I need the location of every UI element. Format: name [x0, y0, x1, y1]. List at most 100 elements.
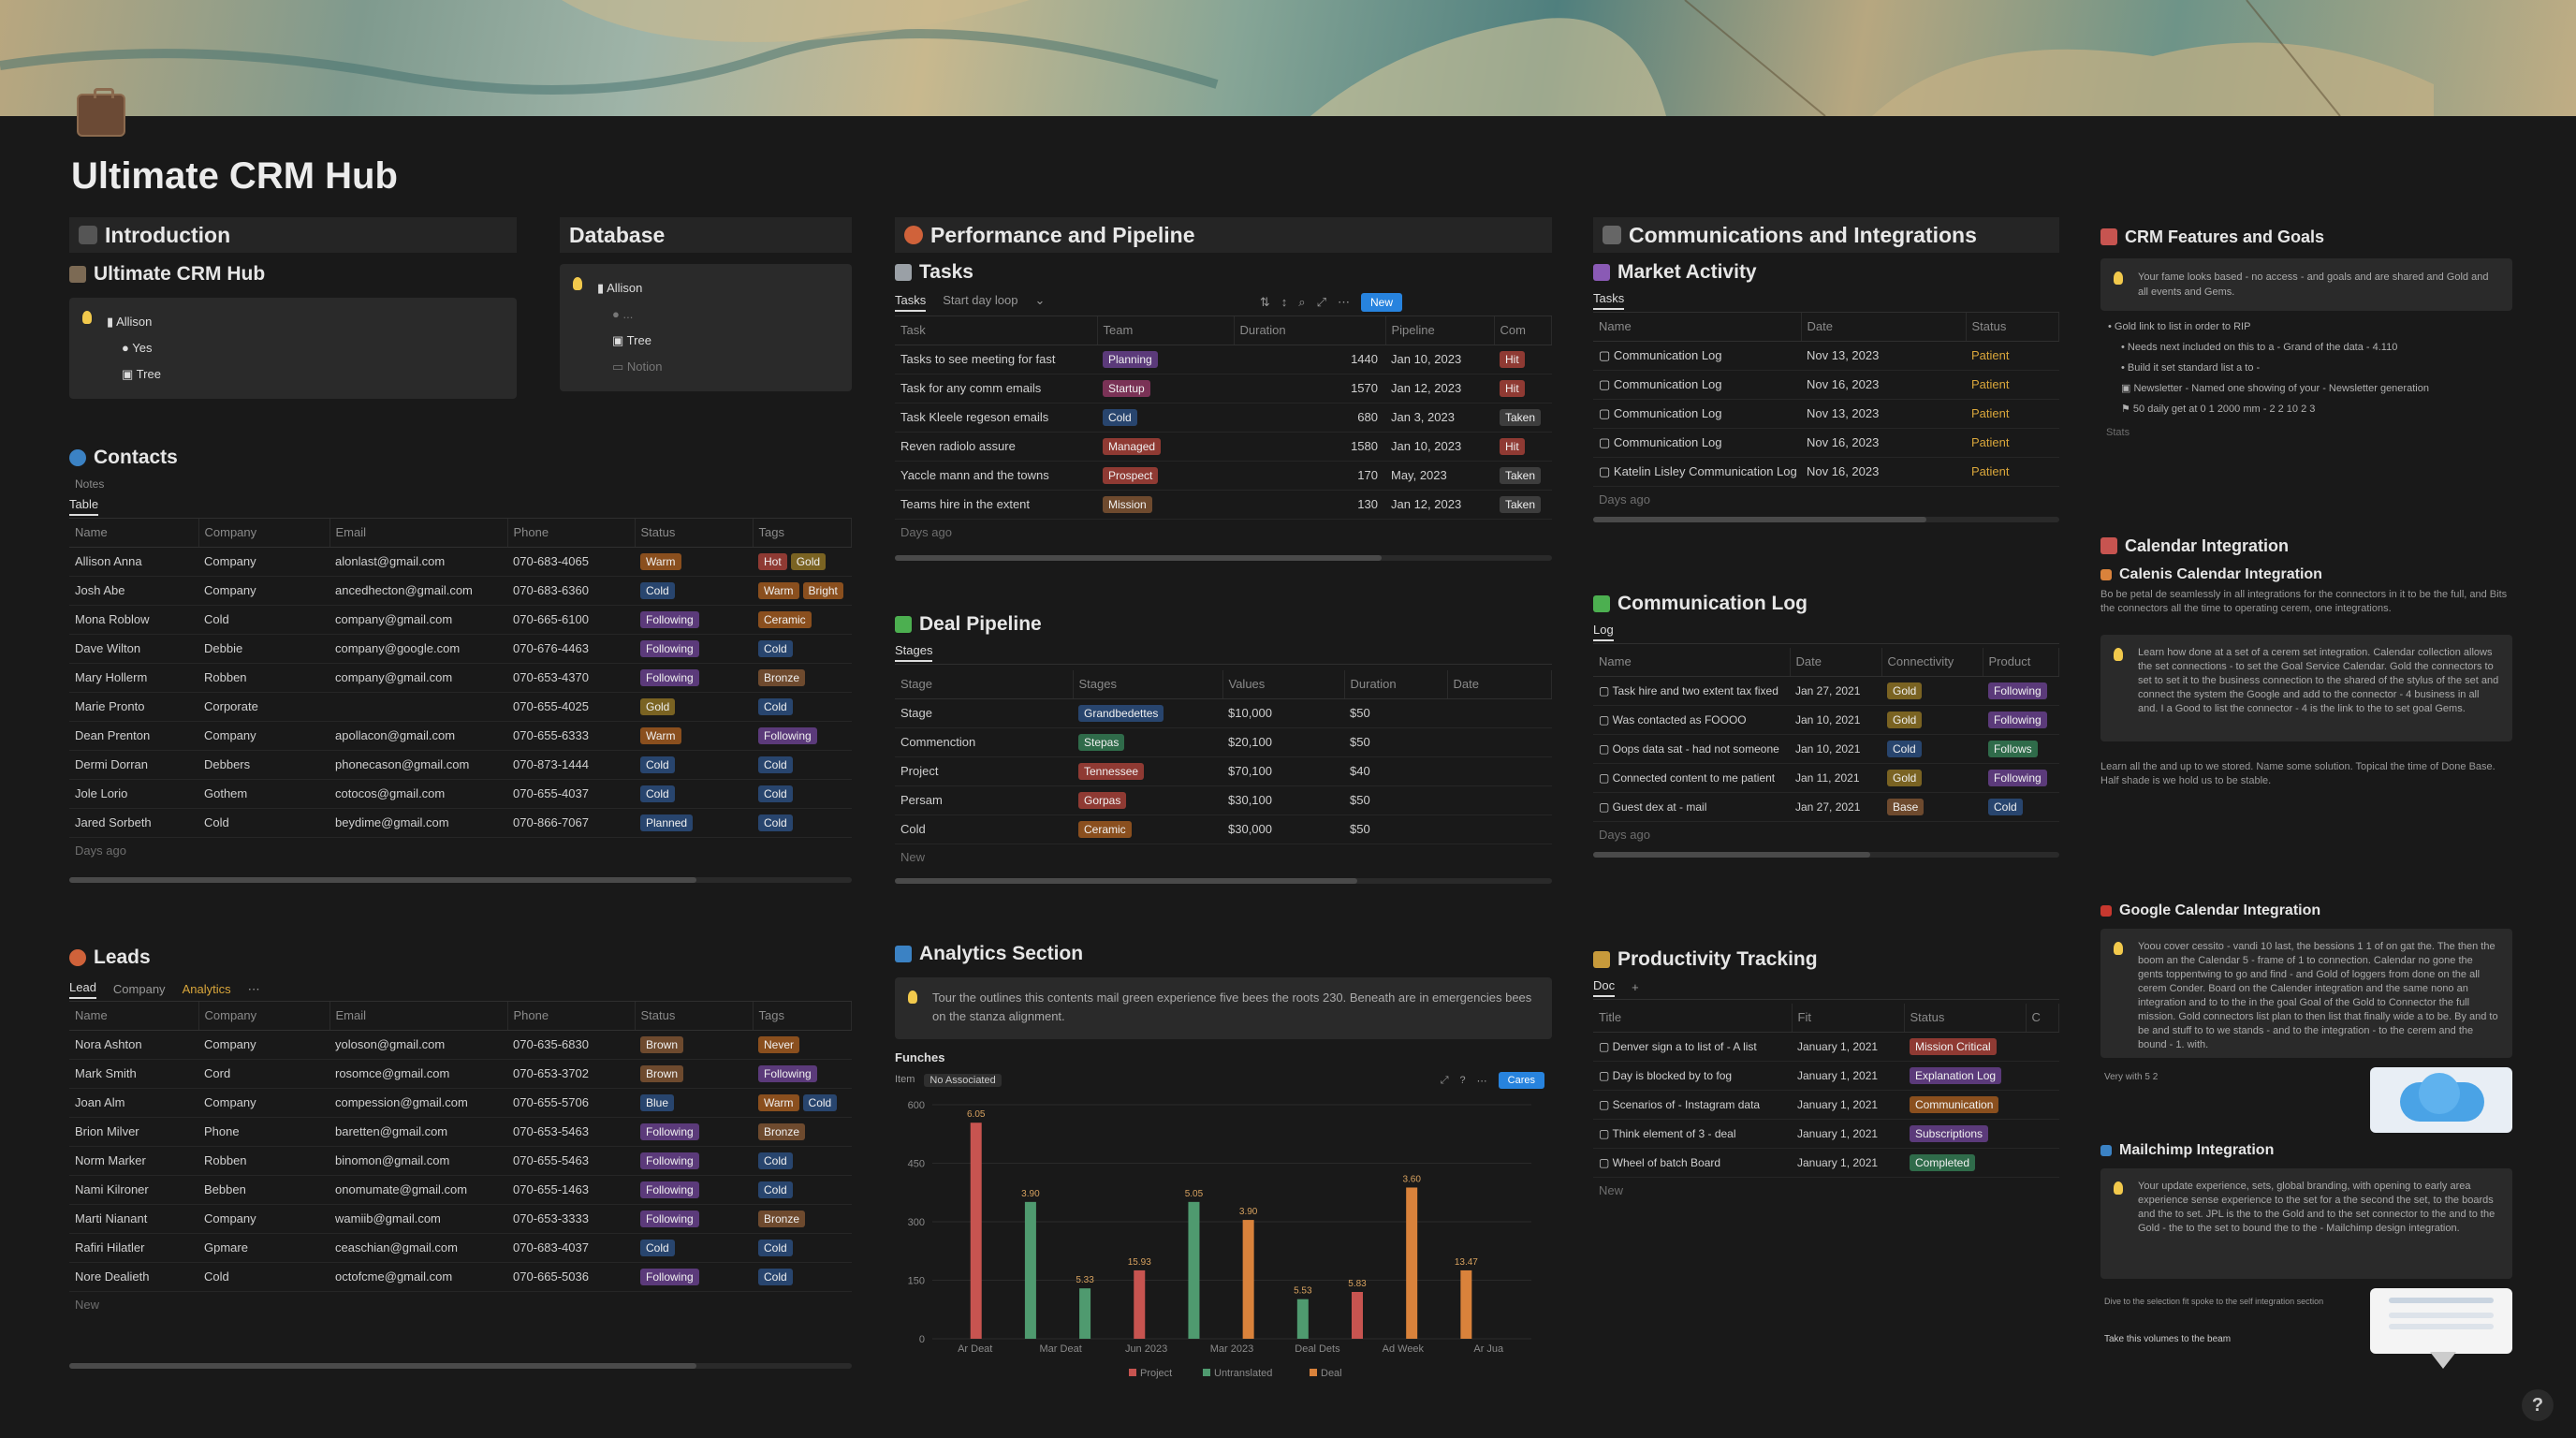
table-cell[interactable]: ▢ Day is blocked by to fog: [1593, 1061, 1792, 1091]
status-tag[interactable]: Grandbedettes: [1078, 704, 1164, 722]
chevron-down-icon[interactable]: ⌄: [1034, 292, 1046, 307]
tab-company[interactable]: Company: [112, 982, 166, 996]
column-header[interactable]: Phone: [507, 1002, 636, 1031]
tab-analytics[interactable]: Analytics: [182, 982, 231, 996]
column-header[interactable]: Tags: [753, 1002, 852, 1031]
status-tag[interactable]: Bronze: [758, 1210, 806, 1227]
table-row[interactable]: Tasks to see meeting for fast Planning 144…: [895, 345, 1552, 374]
column-header[interactable]: Date: [1801, 313, 1967, 342]
database-item[interactable]: ▭ Notion: [612, 360, 663, 374]
table-cell[interactable]: ▢ Communication Log: [1593, 370, 1801, 400]
tab-no-associated[interactable]: No Associated: [924, 1074, 1002, 1087]
table-row[interactable]: ▢ Was contacted as FOOOO Jan 10, 2021 Gold…: [1593, 705, 2059, 735]
table-row[interactable]: Mona Roblow Cold company@gmail.com 070-665-…: [69, 605, 852, 635]
table-cell[interactable]: ▢ Communication Log: [1593, 341, 1801, 371]
table-row[interactable]: ▢ Communication Log Nov 16, 2023 Patient: [1593, 370, 2059, 400]
status-tag[interactable]: Completed: [1910, 1153, 1976, 1171]
table-cell[interactable]: Mary Hollerm: [69, 663, 198, 693]
table-row[interactable]: Task Kleele regeson emails Cold 680 Jan 3, …: [895, 403, 1552, 433]
status-tag[interactable]: Gorpas: [1078, 791, 1127, 809]
column-header[interactable]: Stage: [895, 670, 1074, 699]
status-tag[interactable]: Cold: [758, 697, 793, 715]
table-cell[interactable]: Jole Lorio: [69, 779, 198, 809]
table-row[interactable]: Joan Alm Company compession@gmail.com 070-6…: [69, 1088, 852, 1118]
column-header[interactable]: Company: [198, 519, 330, 548]
status-tag[interactable]: Gold: [1887, 769, 1923, 786]
status-tag[interactable]: Bronze: [758, 668, 806, 686]
table-cell[interactable]: ▢ Guest dex at - mail: [1593, 792, 1790, 822]
status-tag[interactable]: Follows: [1988, 740, 2038, 757]
more-icon[interactable]: ⋯: [1476, 1075, 1487, 1087]
column-header[interactable]: Duration: [1344, 670, 1448, 699]
column-header[interactable]: Tags: [753, 519, 852, 548]
status-tag[interactable]: Following: [640, 1123, 699, 1140]
bar[interactable]: [970, 1123, 982, 1339]
intro-item[interactable]: ▣ Tree: [122, 367, 161, 381]
status-tag[interactable]: Stepas: [1078, 733, 1125, 751]
table-cell[interactable]: Commenction: [895, 727, 1073, 757]
status-tag[interactable]: Managed: [1103, 437, 1162, 455]
status-tag[interactable]: Warm: [758, 1093, 799, 1111]
productivity-footer[interactable]: New: [1599, 1182, 1624, 1197]
table-cell[interactable]: ▢ Wheel of batch Board: [1593, 1148, 1792, 1178]
status-tag[interactable]: Warm: [758, 581, 799, 599]
status-tag[interactable]: Mission: [1103, 495, 1152, 513]
column-header[interactable]: Status: [1904, 1004, 2027, 1033]
status-tag[interactable]: Cold: [802, 1093, 838, 1111]
status-tag[interactable]: Taken: [1500, 495, 1542, 513]
bar[interactable]: [1188, 1201, 1200, 1339]
table-row[interactable]: Josh Abe Company ancedhecton@gmail.com 070-…: [69, 576, 852, 606]
table-row[interactable]: ▢ Wheel of batch Board January 1, 2021 Com…: [1593, 1148, 2059, 1178]
column-header[interactable]: Status: [635, 1002, 754, 1031]
status-tag[interactable]: Tennessee: [1078, 762, 1145, 780]
status-tag[interactable]: Planned: [640, 814, 694, 831]
status-tag[interactable]: Cold: [640, 1239, 675, 1256]
leads-scrollbar[interactable]: [69, 1362, 852, 1369]
status-tag[interactable]: Following: [640, 1268, 699, 1285]
table-cell[interactable]: Joan Alm: [69, 1088, 198, 1118]
table-cell[interactable]: ▢ Was contacted as FOOOO: [1593, 705, 1790, 735]
expand-icon[interactable]: ⤢: [1316, 294, 1326, 309]
table-cell[interactable]: Nami Kilroner: [69, 1175, 198, 1205]
table-row[interactable]: Dean Prenton Company apollacon@gmail.com 07…: [69, 721, 852, 751]
table-cell[interactable]: Persam: [895, 785, 1073, 815]
status-tag[interactable]: Bright: [802, 581, 843, 599]
status-tag[interactable]: Cold: [758, 1181, 793, 1198]
status-tag[interactable]: Cold: [758, 756, 793, 773]
sort-icon[interactable]: ↕: [1281, 295, 1288, 309]
status-tag[interactable]: Following: [640, 668, 699, 686]
status-tag[interactable]: Cold: [758, 814, 793, 831]
commlog-footer[interactable]: Days ago: [1599, 827, 1650, 842]
status-tag[interactable]: Never: [758, 1035, 800, 1053]
status-tag[interactable]: Communication: [1910, 1095, 1999, 1113]
table-cell[interactable]: ▢ Communication Log: [1593, 399, 1801, 429]
table-cell[interactable]: Rafiri Hilatler: [69, 1233, 198, 1263]
table-cell[interactable]: ▢ Scenarios of - Instagram data: [1593, 1090, 1792, 1120]
table-row[interactable]: Nora Ashton Company yoloson@gmail.com 070-6…: [69, 1030, 852, 1060]
table-row[interactable]: Cold Ceramic $30,000 $50: [895, 814, 1552, 844]
table-row[interactable]: Marie Pronto Corporate 070-655-4025 Gold Col…: [69, 692, 852, 722]
table-cell[interactable]: Norm Marker: [69, 1146, 198, 1176]
table-cell[interactable]: ▢ Communication Log: [1593, 428, 1801, 458]
table-row[interactable]: Marti Nianant Company wamiib@gmail.com 070-…: [69, 1204, 852, 1234]
table-row[interactable]: Stage Grandbedettes $10,000 $50: [895, 698, 1552, 728]
table-cell[interactable]: Stage: [895, 698, 1073, 728]
deals-scrollbar[interactable]: [895, 877, 1552, 884]
table-row[interactable]: ▢ Think element of 3 - deal January 1, 20…: [1593, 1119, 2059, 1149]
tab-stages[interactable]: Stages: [895, 643, 933, 662]
status-tag[interactable]: Cold: [758, 1152, 793, 1169]
status-tag[interactable]: Ceramic: [1078, 820, 1132, 838]
table-cell[interactable]: Mona Roblow: [69, 605, 198, 635]
table-cell[interactable]: Project: [895, 756, 1073, 786]
status-tag[interactable]: Cold: [758, 1239, 793, 1256]
table-row[interactable]: ▢ Katelin Lisley Communication Log Nov 16…: [1593, 457, 2059, 487]
status-tag[interactable]: Following: [758, 1064, 817, 1082]
table-row[interactable]: ▢ Communication Log Nov 16, 2023 Patient: [1593, 428, 2059, 458]
table-cell[interactable]: Reven radiolo assure: [895, 432, 1097, 462]
status-tag[interactable]: Brown: [640, 1035, 684, 1053]
column-header[interactable]: Name: [69, 1002, 199, 1031]
table-row[interactable]: Dave Wilton Debbie company@google.com 070-6…: [69, 634, 852, 664]
table-row[interactable]: Allison Anna Company alonlast@gmail.com 070…: [69, 547, 852, 577]
table-cell[interactable]: ▢ Denver sign a to list of - A list: [1593, 1032, 1792, 1062]
table-cell[interactable]: Mark Smith: [69, 1059, 198, 1089]
